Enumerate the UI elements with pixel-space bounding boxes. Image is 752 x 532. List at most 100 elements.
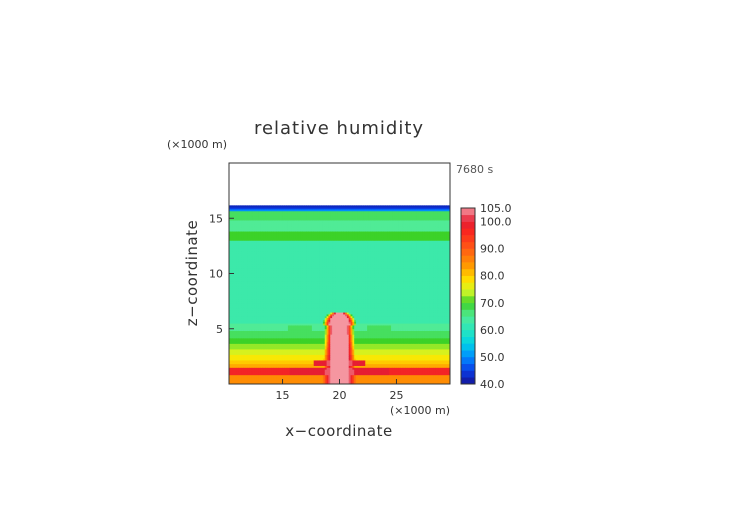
- heatmap-cell: [263, 321, 267, 324]
- heatmap-cell: [249, 240, 252, 243]
- heatmap-cell: [229, 247, 232, 250]
- heatmap-cell: [265, 326, 269, 330]
- heatmap-cell: [271, 236, 274, 239]
- heatmap-cell: [243, 212, 246, 215]
- heatmap-cell: [273, 279, 276, 282]
- heatmap-cell: [302, 317, 305, 320]
- heatmap-cell: [280, 260, 283, 263]
- heatmap-cell: [230, 279, 234, 282]
- heatmap-cell: [298, 273, 302, 276]
- heatmap-cell: [252, 205, 256, 208]
- heatmap-cell: [289, 214, 293, 217]
- heatmap-cell: [291, 369, 294, 372]
- heatmap-cell: [234, 220, 237, 223]
- heatmap-cell: [298, 334, 302, 337]
- heatmap-cell: [291, 367, 294, 370]
- heatmap-cell: [291, 352, 294, 355]
- heatmap-cell: [236, 249, 239, 252]
- heatmap-cell: [243, 310, 246, 313]
- heatmap-cell: [238, 209, 241, 212]
- heatmap-cell: [267, 262, 270, 265]
- heatmap-cell: [243, 216, 246, 219]
- heatmap-cell: [282, 343, 285, 346]
- heatmap-cell: [240, 216, 243, 219]
- heatmap-cell: [249, 284, 252, 287]
- heatmap-cell: [293, 301, 296, 304]
- heatmap-cell: [240, 319, 243, 322]
- heatmap-cell: [256, 256, 259, 260]
- heatmap-cell: [297, 369, 300, 372]
- heatmap-cell: [238, 290, 241, 293]
- heatmap-cell: [269, 363, 272, 366]
- heatmap-cell: [249, 214, 252, 217]
- heatmap-cell: [254, 319, 258, 322]
- heatmap-cell: [245, 347, 248, 350]
- heatmap-cell: [291, 306, 294, 309]
- heatmap-cell: [232, 372, 235, 376]
- heatmap-cell: [258, 380, 261, 383]
- heatmap-cell: [241, 205, 245, 208]
- heatmap-cell: [297, 223, 300, 227]
- heatmap-cell: [236, 358, 239, 361]
- heatmap-cell: [236, 343, 239, 346]
- heatmap-cell: [269, 229, 272, 232]
- heatmap-cell: [249, 378, 252, 381]
- heatmap-cell: [236, 293, 239, 296]
- heatmap-cell: [297, 308, 300, 311]
- heatmap-cell: [243, 336, 246, 339]
- heatmap-cell: [267, 242, 270, 245]
- heatmap-cell: [267, 363, 270, 366]
- heatmap-cell: [245, 245, 248, 249]
- heatmap-cell: [232, 312, 235, 315]
- heatmap-cell: [286, 258, 289, 262]
- heatmap-cell: [276, 317, 280, 320]
- heatmap-cell: [265, 312, 269, 315]
- heatmap-cell: [245, 337, 248, 341]
- heatmap-cell: [293, 326, 296, 330]
- heatmap-cell: [247, 271, 250, 274]
- heatmap-cell: [300, 310, 304, 313]
- heatmap-cell: [232, 365, 235, 368]
- heatmap-cell: [260, 302, 263, 306]
- heatmap-cell: [295, 267, 298, 271]
- heatmap-cell: [254, 314, 258, 317]
- heatmap-cell: [236, 282, 239, 285]
- heatmap-cell: [282, 330, 285, 333]
- heatmap-cell: [278, 290, 281, 293]
- heatmap-cell: [291, 323, 294, 326]
- heatmap-cell: [293, 232, 296, 236]
- heatmap-cell: [280, 349, 283, 352]
- heatmap-cell: [263, 249, 267, 252]
- heatmap-cell: [302, 290, 305, 293]
- heatmap-cell: [293, 328, 296, 331]
- heatmap-cell: [230, 216, 234, 219]
- heatmap-cell: [234, 380, 237, 383]
- heatmap-cell: [243, 260, 246, 263]
- heatmap-cell: [252, 382, 256, 385]
- heatmap-cell: [298, 363, 302, 366]
- heatmap-cell: [287, 361, 291, 365]
- heatmap-cell: [251, 330, 254, 333]
- heatmap-cell: [238, 284, 241, 287]
- heatmap-cell: [256, 205, 259, 208]
- heatmap-cell: [273, 350, 276, 354]
- heatmap-cell: [276, 334, 280, 337]
- heatmap-cell: [265, 216, 269, 219]
- heatmap-cell: [229, 277, 232, 280]
- heatmap-cell: [249, 279, 252, 282]
- heatmap-cell: [267, 269, 270, 273]
- heatmap-cell: [271, 363, 274, 366]
- heatmap-cell: [287, 310, 291, 313]
- heatmap-cell: [241, 269, 245, 273]
- heatmap-cell: [267, 310, 270, 313]
- heatmap-cell: [275, 337, 278, 341]
- heatmap-cell: [269, 374, 272, 378]
- heatmap-cell: [238, 244, 241, 247]
- heatmap-cell: [297, 260, 300, 263]
- heatmap-cell: [240, 371, 243, 374]
- heatmap-cell: [286, 212, 289, 215]
- heatmap-cell: [234, 280, 237, 284]
- heatmap-cell: [273, 207, 276, 210]
- heatmap-cell: [256, 218, 259, 221]
- heatmap-cell: [236, 255, 239, 258]
